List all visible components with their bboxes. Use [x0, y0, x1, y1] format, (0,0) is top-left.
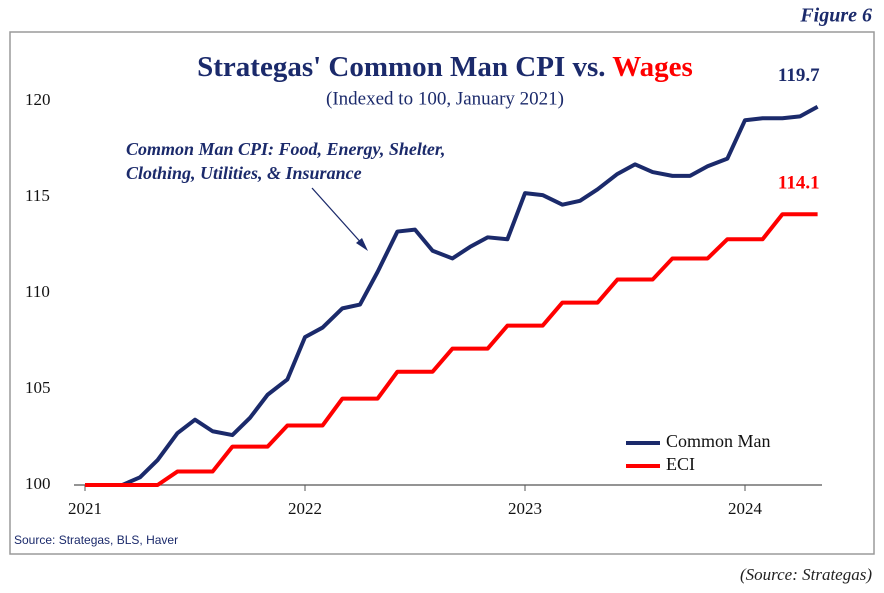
chart-title: Strategas' Common Man CPI vs. Wages [197, 51, 693, 83]
title-main: Strategas' Common Man CPI vs. [197, 51, 605, 83]
series-line [85, 212, 818, 487]
x-tick-label: 2023 [508, 499, 542, 518]
x-tick-label: 2021 [68, 499, 102, 518]
y-tick-label: 115 [25, 186, 50, 205]
series-line [85, 105, 819, 487]
caption: (Source: Strategas) [740, 565, 872, 584]
title-highlight: Wages [612, 51, 693, 83]
legend-label: Common Man [666, 431, 771, 451]
end-label: 119.7 [778, 65, 820, 86]
annotation: Clothing, Utilities, & Insurance [126, 163, 362, 183]
x-tick-label: 2022 [288, 499, 322, 518]
y-tick-label: 110 [25, 282, 50, 301]
y-tick-label: 100 [25, 474, 51, 493]
y-tick-label: 105 [25, 378, 51, 397]
end-label: 114.1 [778, 173, 820, 194]
figure-label: Figure 6 [799, 5, 872, 27]
frame [9, 31, 875, 555]
legend-label: ECI [666, 454, 695, 474]
source: Source: Strategas, BLS, Haver [14, 533, 178, 547]
annotation: Common Man CPI: Food, Energy, Shelter, [126, 139, 445, 159]
chart-subtitle: (Indexed to 100, January 2021) [326, 88, 564, 109]
arrow-head [356, 238, 368, 251]
y-tick-label: 120 [25, 90, 51, 109]
annotation-arrow [311, 187, 365, 247]
x-tick-label: 2024 [728, 499, 763, 518]
